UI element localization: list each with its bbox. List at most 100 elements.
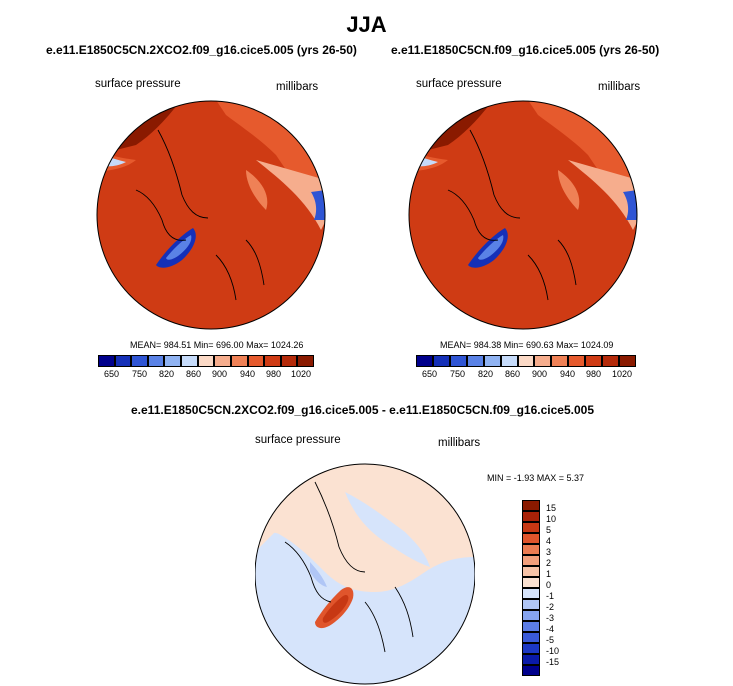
cbar1-swatch <box>147 355 165 367</box>
cbar3-swatch <box>522 599 540 610</box>
cbar2-swatch <box>568 355 586 367</box>
panel-1-tick: 820 <box>159 369 175 379</box>
cbar3-swatch <box>522 544 540 555</box>
panel-1-low-region-east <box>311 190 325 220</box>
panel-2-tick: 900 <box>532 369 548 379</box>
panel-2-tick: 750 <box>450 369 466 379</box>
panel-2-land-region-northeast <box>568 160 637 230</box>
cbar2-swatch <box>602 355 620 367</box>
panel-1-tick: 860 <box>186 369 202 379</box>
panel-1-coastlines <box>135 129 209 241</box>
panel-2-stats: MEAN= 984.38 Min= 690.63 Max= 1024.09 <box>440 340 614 350</box>
cbar2-swatch <box>466 355 484 367</box>
panel-1-low-region-greenland-inner <box>166 235 192 260</box>
panel-1-title: e.e11.E1850C5CN.2XCO2.f09_g16.cice5.005 … <box>46 43 357 57</box>
cbar2-swatch <box>585 355 603 367</box>
panel-1-tick: 980 <box>266 369 282 379</box>
cbar2-swatch <box>449 355 467 367</box>
cbar2-swatch <box>551 355 569 367</box>
cbar1-swatch <box>114 355 132 367</box>
panel-3-tick: 1 <box>546 569 552 579</box>
panel-2-coastlines <box>447 129 521 241</box>
panel-3-stats: MIN = -1.93 MAX = 5.37 <box>487 473 585 483</box>
panel-1-units: millibars <box>276 81 319 93</box>
panel-3-map <box>255 463 475 685</box>
panel-3-tick: 0 <box>546 580 552 590</box>
panel-1-tick: 1020 <box>291 369 312 379</box>
panel-1-land-region-northeast <box>256 160 325 230</box>
panel-1-colorbar-ticks: 650 750 820 860 900 940 980 1020 <box>98 369 314 381</box>
panel-3-coastlines-south <box>364 586 414 653</box>
cbar2-swatch <box>500 355 518 367</box>
panel-2-tick: 860 <box>505 369 521 379</box>
panel-3-tick: -1 <box>546 591 555 601</box>
panel-3-colorbar <box>522 500 540 676</box>
panel-3-coastlines <box>284 481 366 603</box>
panel-3-units: millibars <box>438 437 481 449</box>
figure-title: JJA <box>346 12 387 37</box>
cbar3-swatch <box>522 533 540 544</box>
panel-3-negative-region-canada <box>310 562 327 587</box>
panel-2-variable: surface pressure <box>416 78 502 90</box>
panel-2-tick: 1020 <box>612 369 633 379</box>
panel-3-tick: -10 <box>546 646 560 656</box>
cbar1-swatch <box>247 355 265 367</box>
panel-3-tick: 10 <box>546 514 557 524</box>
panel-3-tick: 2 <box>546 558 552 568</box>
panel-2-coastlines-south <box>527 239 577 301</box>
cbar3-swatch <box>522 566 540 577</box>
cbar3-swatch <box>522 555 540 566</box>
panel-3-positive-region-greenland-inner <box>322 594 349 623</box>
panel-3-tick: -5 <box>546 635 555 645</box>
panel-3-variable: surface pressure <box>255 434 341 446</box>
cbar1-swatch <box>164 355 182 367</box>
panel-2-tick: 940 <box>560 369 576 379</box>
panel-2-tick: 980 <box>586 369 602 379</box>
panel-3-colorbar-ticks: 15 10 5 4 3 2 1 0 -1 -2 -3 -4 -5 -10 -15 <box>546 503 576 679</box>
panel-2-map-border <box>408 100 638 330</box>
panel-3-tick: 3 <box>546 547 552 557</box>
cbar2-swatch <box>534 355 552 367</box>
panel-1-coastlines-south <box>215 239 265 301</box>
cbar2-swatch <box>483 355 501 367</box>
panel-2-colorbar <box>416 355 636 367</box>
panel-2-land-region-center <box>558 170 580 210</box>
panel-3-tick: 15 <box>546 503 557 513</box>
panel-3-negative-region-north <box>345 492 430 567</box>
panel-3-tick: -3 <box>546 613 555 623</box>
panel-3-tick: -15 <box>546 657 560 667</box>
cbar2-swatch <box>619 355 636 367</box>
cbar3-swatch <box>522 522 540 533</box>
cbar3-swatch <box>522 577 540 588</box>
panel-3-tick: 4 <box>546 536 552 546</box>
panel-2-map <box>408 100 638 330</box>
cbar3-swatch <box>522 610 540 621</box>
cbar2-swatch <box>416 355 433 367</box>
cbar1-swatch <box>181 355 198 367</box>
panel-1-map-border <box>96 100 326 330</box>
cbar3-swatch <box>522 654 540 665</box>
panel-1-tick: 940 <box>240 369 256 379</box>
panel-2-tick: 650 <box>422 369 438 379</box>
cbar1-swatch <box>230 355 248 367</box>
panel-2-tick: 820 <box>478 369 494 379</box>
panel-1-variable: surface pressure <box>95 78 181 90</box>
panel-1-map <box>96 100 326 330</box>
panel-3-title: e.e11.E1850C5CN.2XCO2.f09_g16.cice5.005 … <box>131 403 594 417</box>
cbar1-swatch <box>214 355 231 367</box>
panel-2-units: millibars <box>598 81 641 93</box>
cbar3-swatch <box>522 665 540 676</box>
cbar3-swatch <box>522 511 540 522</box>
panel-1-land-region-center <box>246 170 268 210</box>
cbar2-swatch <box>432 355 450 367</box>
panel-3-tick: -4 <box>546 624 555 634</box>
cbar3-swatch <box>522 621 540 632</box>
panel-2-colorbar-ticks: 650 750 820 860 900 940 980 1020 <box>416 369 636 381</box>
panel-3-tick: 5 <box>546 525 552 535</box>
cbar1-swatch <box>197 355 215 367</box>
panel-2-low-region-greenland-inner <box>478 235 504 260</box>
cbar1-swatch <box>131 355 148 367</box>
cbar1-swatch <box>297 355 314 367</box>
panel-1-tick: 650 <box>104 369 120 379</box>
cbar3-swatch <box>522 632 540 643</box>
